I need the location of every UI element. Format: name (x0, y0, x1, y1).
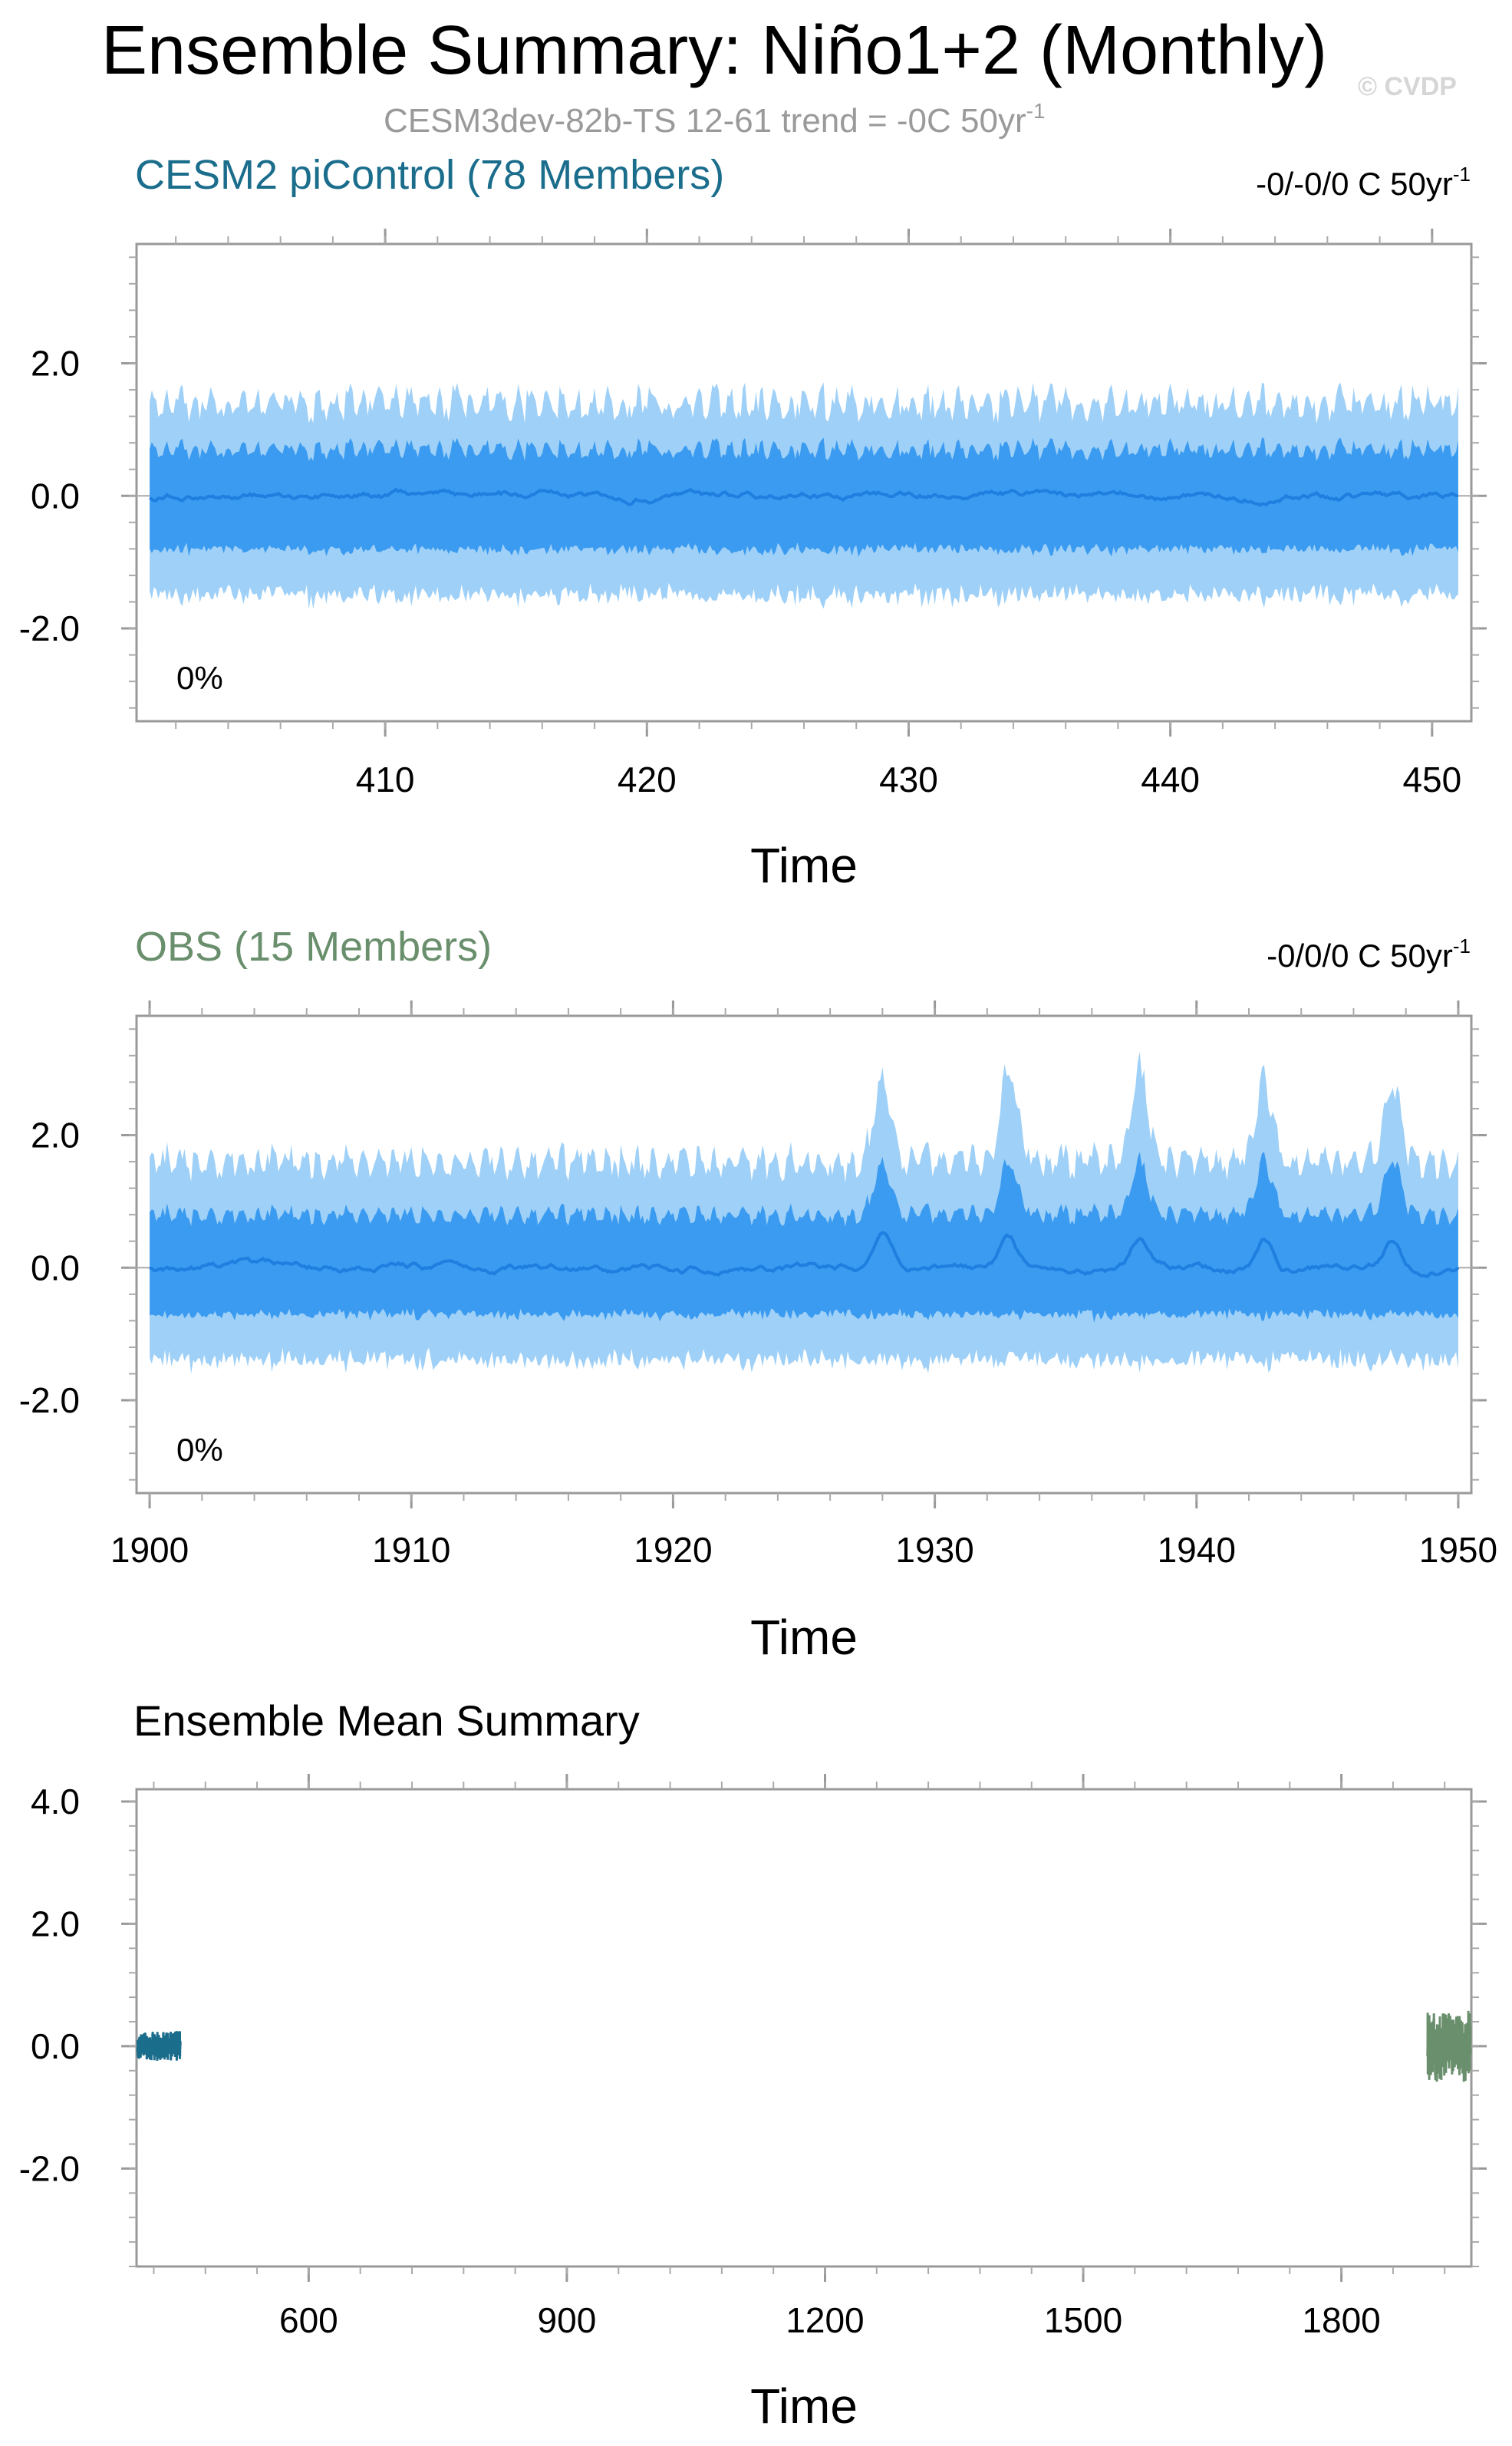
x-tick-label: 1200 (786, 2300, 864, 2340)
series-ensemble-mean-line (149, 487, 1459, 507)
y-tick-label: 0.0 (31, 1248, 80, 1287)
y-tick-label: 4.0 (31, 1782, 80, 1821)
panel-summary-xlabel: Time (750, 2378, 858, 2434)
series-obs-mean-line (1426, 2010, 1472, 2082)
watermark: © CVDP (1358, 72, 1457, 101)
panel-obs-trend-sup: -1 (1453, 935, 1471, 958)
series-ensemble-mean-line (149, 1231, 1460, 1278)
x-tick-label: 600 (279, 2300, 338, 2340)
y-tick-label: 2.0 (31, 1904, 80, 1943)
subtitle-sup: -1 (1026, 99, 1046, 123)
x-tick-label: 1940 (1158, 1530, 1236, 1570)
panel-obs-trend: -0/0/0 C 50yr-1 (1267, 935, 1471, 974)
x-tick-label: 1800 (1302, 2300, 1380, 2340)
x-tick-label: 440 (1141, 760, 1200, 799)
subtitle-text: CESM3dev-82b-TS 12-61 trend = -0C 50yr (384, 102, 1026, 140)
figure-title: Ensemble Summary: Niño1+2 (Monthly) (101, 12, 1327, 89)
figure-subtitle: CESM3dev-82b-TS 12-61 trend = -0C 50yr-1 (384, 99, 1046, 140)
panel-model-trend: -0/-0/0 C 50yr-1 (1256, 163, 1471, 202)
panel-obs-percent: 0% (176, 1432, 223, 1468)
panel-obs-xlabel: Time (750, 1610, 858, 1665)
panel-obs-axes: 1900 1910 1920 1930 1940 1950 2.0 0.0 -2.0 (19, 1000, 1497, 1570)
series-percentile-band (150, 1152, 1458, 1323)
panel-summary-frame (135, 1788, 1473, 2268)
panel-model-plot (149, 382, 1459, 609)
x-tick-label: 410 (356, 760, 415, 799)
panel-obs: OBS (15 Members) -0/0/0 C 50yr-1 1900 191… (19, 924, 1497, 1665)
y-tick-label: 2.0 (31, 1116, 80, 1155)
y-tick-label: 0.0 (31, 2026, 80, 2066)
x-tick-label: 1900 (110, 1530, 189, 1570)
panel-model-xlabel: Time (750, 838, 858, 893)
panel-summary-label: Ensemble Mean Summary (133, 1696, 640, 1745)
panel-model-trend-sup: -1 (1453, 163, 1471, 186)
panel-obs-frame (135, 1014, 1473, 1495)
x-tick-label: 430 (879, 760, 938, 799)
y-tick-label: 2.0 (31, 344, 80, 384)
panel-model-axes: 410 420 430 440 450 2.0 0.0 -2.0 (19, 229, 1487, 799)
series-percentile-band (150, 437, 1458, 557)
x-tick-label: 900 (538, 2300, 597, 2340)
x-tick-label: 1950 (1419, 1530, 1497, 1570)
y-tick-label: 0.0 (31, 476, 80, 516)
panel-model: CESM2 piControl (78 Members) -0/-0/0 C 5… (19, 152, 1487, 893)
panel-obs-label: OBS (15 Members) (135, 924, 492, 970)
panel-summary-axes: 600 900 1200 1500 1800 4.0 2.0 0.0 -2.0 (19, 1774, 1487, 2340)
panel-obs-trend-text: -0/0/0 C 50yr (1267, 938, 1453, 974)
x-tick-label: 420 (618, 760, 677, 799)
y-tick-label: -2.0 (19, 2148, 80, 2188)
panel-model-percent: 0% (176, 660, 223, 696)
series-model-mean-line (136, 2031, 182, 2061)
x-tick-label: 1920 (634, 1530, 712, 1570)
panel-summary-plot (136, 2010, 1472, 2082)
panel-model-trend-text: -0/-0/0 C 50yr (1256, 166, 1453, 202)
x-tick-label: 1500 (1044, 2300, 1122, 2340)
x-tick-label: 450 (1402, 760, 1461, 799)
y-tick-label: -2.0 (19, 1380, 80, 1420)
x-tick-label: 1930 (895, 1530, 973, 1570)
panel-model-label: CESM2 piControl (78 Members) (135, 152, 724, 198)
panel-obs-plot (149, 1051, 1460, 1374)
y-tick-label: -2.0 (19, 608, 80, 648)
x-tick-label: 1910 (372, 1530, 450, 1570)
panel-summary: Ensemble Mean Summary 600 900 1200 1500 1800… (19, 1696, 1487, 2434)
